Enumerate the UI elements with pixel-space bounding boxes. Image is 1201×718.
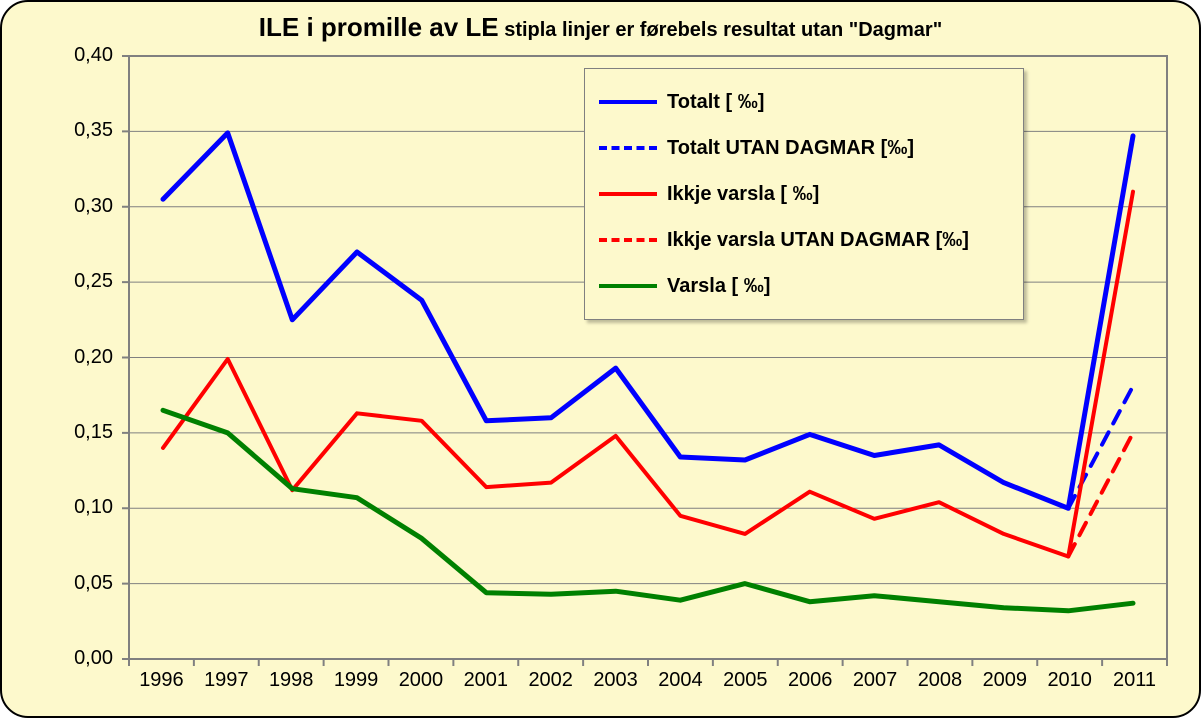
legend-swatch xyxy=(599,146,657,150)
x-tick-label: 2000 xyxy=(391,669,451,692)
legend-swatch xyxy=(599,192,657,196)
legend-label: Ikkje varsla UTAN DAGMAR [‰] xyxy=(667,229,969,252)
legend-item: Ikkje varsla UTAN DAGMAR [‰] xyxy=(599,217,1009,263)
x-tick-label: 2011 xyxy=(1105,669,1165,692)
x-tick-label: 2010 xyxy=(1040,669,1100,692)
legend-swatch xyxy=(599,284,657,288)
x-tick-label: 2007 xyxy=(845,669,905,692)
x-tick-label: 2006 xyxy=(780,669,840,692)
y-tick-label: 0,05 xyxy=(74,572,113,595)
chart-legend: Totalt [ ‰] Totalt UTAN DAGMAR [‰] Ikkje v… xyxy=(584,68,1024,320)
y-tick-label: 0,15 xyxy=(74,421,113,444)
y-tick-label: 0,25 xyxy=(74,270,113,293)
x-tick-label: 2009 xyxy=(975,669,1035,692)
x-tick-label: 1997 xyxy=(196,669,256,692)
legend-label: Totalt [ ‰] xyxy=(667,91,764,114)
chart-title: ILE i promille av LE stipla linjer er fø… xyxy=(2,12,1199,43)
legend-item: Totalt [ ‰] xyxy=(599,79,1009,125)
x-tick-label: 1998 xyxy=(261,669,321,692)
y-tick-label: 0,30 xyxy=(74,195,113,218)
chart-title-main: ILE i promille av LE xyxy=(259,12,499,42)
y-tick-label: 0,40 xyxy=(74,44,113,67)
legend-item: Totalt UTAN DAGMAR [‰] xyxy=(599,125,1009,171)
x-tick-label: 2004 xyxy=(650,669,710,692)
y-tick-label: 0,00 xyxy=(74,647,113,670)
x-tick-label: 2003 xyxy=(586,669,646,692)
x-tick-label: 1999 xyxy=(326,669,386,692)
chart-title-sub: stipla linjer er førebels resultat utan … xyxy=(499,19,943,41)
legend-swatch xyxy=(599,100,657,104)
chart-frame: ILE i promille av LE stipla linjer er fø… xyxy=(0,0,1201,718)
x-tick-label: 2002 xyxy=(521,669,581,692)
x-tick-label: 1996 xyxy=(131,669,191,692)
y-tick-label: 0,20 xyxy=(74,346,113,369)
legend-item: Varsla [ ‰] xyxy=(599,263,1009,309)
x-tick-label: 2005 xyxy=(715,669,775,692)
x-tick-label: 2008 xyxy=(910,669,970,692)
legend-label: Varsla [ ‰] xyxy=(667,275,770,298)
y-tick-label: 0,10 xyxy=(74,496,113,519)
legend-item: Ikkje varsla [ ‰] xyxy=(599,171,1009,217)
legend-swatch xyxy=(599,238,657,242)
y-tick-label: 0,35 xyxy=(74,119,113,142)
x-tick-label: 2001 xyxy=(456,669,516,692)
legend-label: Ikkje varsla [ ‰] xyxy=(667,183,819,206)
legend-label: Totalt UTAN DAGMAR [‰] xyxy=(667,137,914,160)
